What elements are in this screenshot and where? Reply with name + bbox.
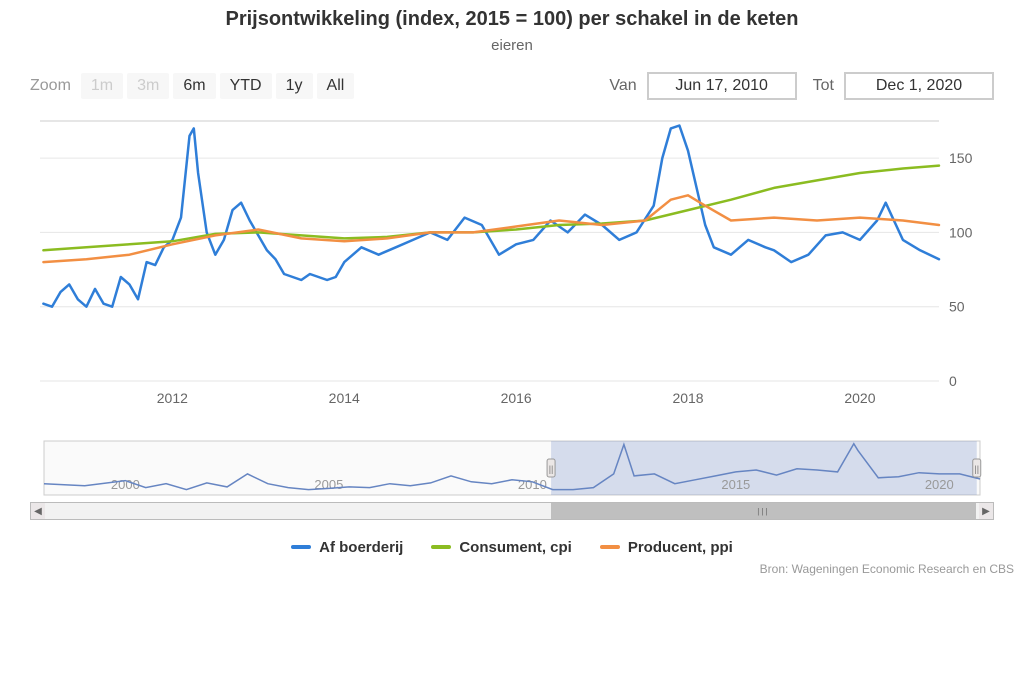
y-tick-label: 100 [949,224,973,240]
zoom-button-1m: 1m [81,73,123,99]
nav-scroll-track[interactable]: ||| [45,503,979,519]
y-tick-label: 50 [949,299,965,315]
legend-label: Af boerderij [319,539,403,556]
nav-scroll-thumb[interactable]: ||| [551,503,976,519]
legend-swatch [600,545,620,549]
navigator: 20002005201020152020|||| ◀ ||| ▶ [30,439,994,520]
range-to-label: Tot [813,77,834,95]
legend-label: Consument, cpi [459,539,572,556]
navigator-svg[interactable]: 20002005201020152020|||| [30,439,994,497]
navigator-selection[interactable] [551,441,977,495]
svg-text:||: || [549,464,554,474]
navigator-handle-right[interactable]: || [973,459,981,477]
range-from-label: Van [609,77,636,95]
x-tick-label: 2012 [157,390,188,406]
series-line[interactable] [43,126,939,307]
legend-swatch [291,545,311,549]
range-toolbar: Zoom 1m3m6mYTD1yAll Van Tot [0,54,1024,110]
series-line[interactable] [43,166,939,251]
x-tick-label: 2014 [329,390,360,406]
legend-label: Producent, ppi [628,539,733,556]
legend-item[interactable]: Af boerderij [291,539,403,556]
nav-tick-label: 2020 [925,477,954,492]
svg-text:||: || [974,464,979,474]
zoom-button-ytd[interactable]: YTD [220,73,272,99]
chart-subtitle: eieren [0,37,1024,54]
navigator-handle-left[interactable]: || [547,459,555,477]
main-chart-svg[interactable]: 0 50 100 150 2012 2014 2016 2018 2020 [30,116,994,416]
navigator-scrollbar: ◀ ||| ▶ [30,502,994,520]
chart-title: Prijsontwikkeling (index, 2015 = 100) pe… [0,0,1024,31]
legend: Af boerderij Consument, cpi Producent, ppi [0,536,1024,556]
x-tick-label: 2018 [672,390,703,406]
legend-swatch [431,545,451,549]
range-from-input[interactable] [647,72,797,100]
nav-scroll-right[interactable]: ▶ [979,503,993,519]
nav-scroll-left[interactable]: ◀ [31,503,45,519]
range-to-input[interactable] [844,72,994,100]
x-tick-label: 2016 [501,390,532,406]
nav-tick-label: 2010 [518,477,547,492]
nav-tick-label: 2015 [721,477,750,492]
zoom-button-1y[interactable]: 1y [276,73,313,99]
x-tick-label: 2020 [844,390,875,406]
y-tick-label: 150 [949,150,973,166]
legend-item[interactable]: Consument, cpi [431,539,572,556]
y-tick-label: 0 [949,373,957,389]
zoom-button-all[interactable]: All [317,73,355,99]
chart-container: Prijsontwikkeling (index, 2015 = 100) pe… [0,0,1024,683]
zoom-label: Zoom [30,77,71,95]
nav-tick-label: 2005 [314,477,343,492]
legend-item[interactable]: Producent, ppi [600,539,733,556]
main-plot-area: 0 50 100 150 2012 2014 2016 2018 2020 [30,116,994,421]
credits: Bron: Wageningen Economic Research en CB… [0,556,1024,576]
zoom-button-6m[interactable]: 6m [173,73,215,99]
zoom-button-3m: 3m [127,73,169,99]
